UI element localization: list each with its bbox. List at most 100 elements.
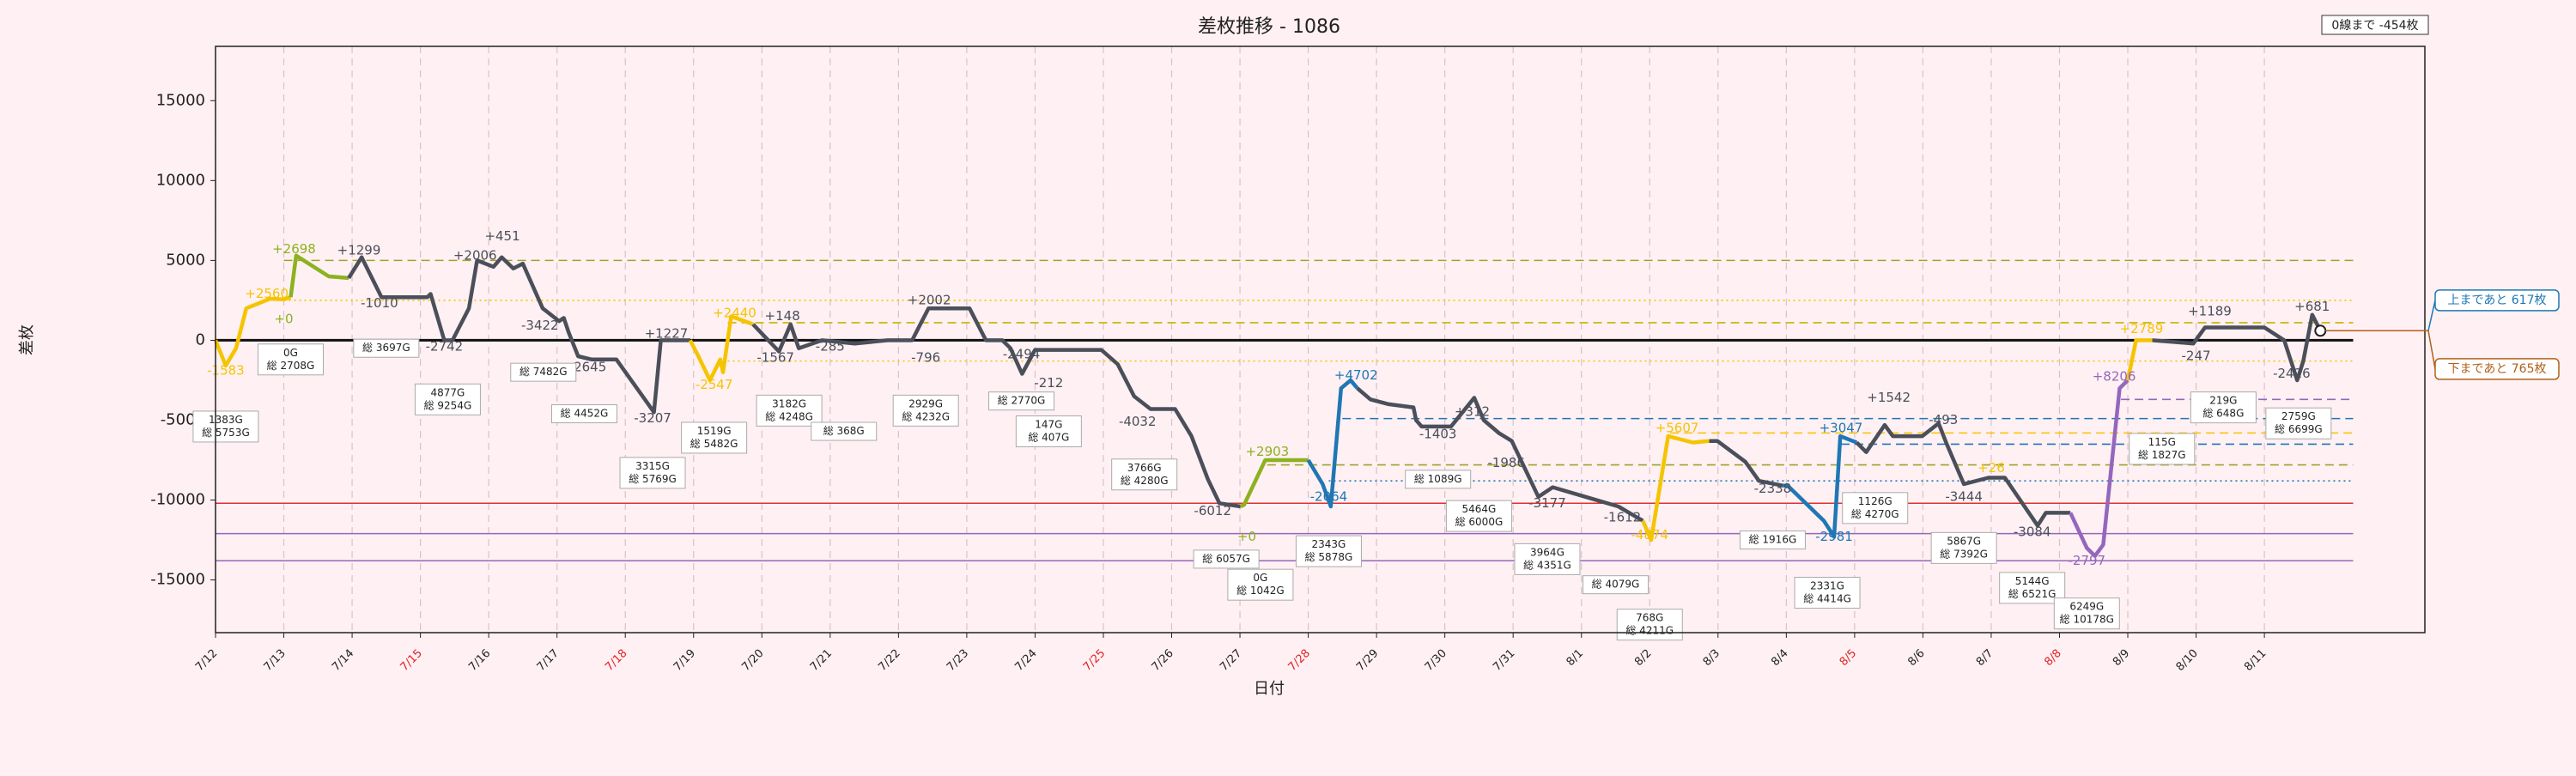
- delta-label: -1010: [361, 295, 398, 311]
- delta-label: +2440: [713, 305, 756, 320]
- note-box: [2321, 15, 2429, 35]
- game-box-text: 総 2770G: [998, 395, 1046, 407]
- game-box: [2265, 407, 2332, 440]
- game-box-text: 総 4270G: [1851, 508, 1899, 520]
- y-tick-label: 0: [196, 330, 205, 349]
- game-box-text: 総 4248G: [765, 410, 813, 422]
- chart-title: 差枚推移 - 1086: [1198, 16, 1340, 38]
- game-box-text: 総 1042G: [1236, 585, 1285, 597]
- game-box-text: 総 5878G: [1305, 551, 1353, 563]
- callout-box: [2434, 358, 2560, 380]
- delta-label: -1583: [207, 362, 245, 378]
- game-box-text: 総 7392G: [1940, 548, 1988, 560]
- plot-frame: [215, 45, 2426, 634]
- game-box: [1111, 458, 1178, 491]
- delta-label: +4702: [1334, 367, 1378, 383]
- game-box-text: 総 6699G: [2275, 423, 2323, 435]
- game-box: [1445, 500, 1512, 532]
- line-segment: [2069, 379, 2129, 558]
- line-segment: [1783, 433, 1858, 539]
- delta-label: +1299: [337, 243, 381, 258]
- game-box: [1193, 549, 1260, 569]
- line-segment: [1855, 421, 2071, 528]
- line-segment: [2152, 312, 2323, 383]
- game-box-text: 総 368G: [823, 425, 865, 437]
- game-box-text: 5867G: [1947, 535, 1981, 547]
- game-box: [510, 362, 577, 382]
- delta-label: -247: [2182, 349, 2211, 364]
- game-box-text: 総 5769G: [629, 473, 677, 485]
- game-box-text: 総 4414G: [1803, 592, 1851, 604]
- game-box-text: 総 4211G: [1625, 625, 1674, 637]
- delta-label: +451: [484, 228, 519, 244]
- callout-box: [2434, 289, 2560, 312]
- delta-label: +2698: [272, 241, 316, 257]
- delta-label: -3084: [2014, 524, 2051, 539]
- line-segment: [688, 314, 754, 383]
- game-box-text: 総 1827G: [2138, 449, 2186, 461]
- delta-label: -3207: [634, 410, 671, 426]
- delta-label: +312: [1455, 404, 1490, 420]
- game-box-text: 総 3697G: [362, 342, 410, 354]
- delta-label: -3422: [521, 318, 559, 333]
- delta-label: +2006: [453, 247, 497, 263]
- delta-label: -1986: [1487, 455, 1525, 470]
- delta-label: -3444: [1945, 488, 1983, 504]
- game-box-text: 4877G: [431, 386, 465, 398]
- game-box-text: 2331G: [1810, 579, 1844, 591]
- delta-label: +148: [765, 308, 800, 324]
- game-box-text: 3182G: [772, 397, 806, 409]
- game-box: [1930, 531, 1997, 564]
- delta-label: +5607: [1656, 420, 1699, 435]
- line-segment: [1641, 433, 1710, 543]
- game-box: [1739, 530, 1806, 550]
- game-box: [192, 410, 259, 443]
- delta-label: +2789: [2120, 321, 2164, 336]
- game-box-text: 総 6057G: [1202, 553, 1250, 565]
- game-box-text: 3766G: [1127, 462, 1162, 474]
- line-segment: [1356, 386, 1644, 523]
- game-box: [550, 404, 617, 424]
- delta-label: -2645: [569, 360, 607, 375]
- delta-label: -2742: [426, 338, 464, 354]
- delta-label: +3047: [1820, 420, 1863, 435]
- game-box-text: 総 4280G: [1121, 475, 1169, 487]
- line-segment: [213, 295, 292, 368]
- top-note: 0線まで -454枚: [2331, 19, 2418, 33]
- delta-label: +0: [1237, 529, 1256, 544]
- delta-label: -1612: [1604, 510, 1642, 525]
- delta-label: -796: [911, 349, 940, 365]
- delta-label: -3177: [1528, 495, 1566, 511]
- delta-label: +1189: [2188, 303, 2232, 318]
- game-box-text: 総 9254G: [424, 399, 472, 411]
- y-tick-label: 15000: [156, 91, 205, 109]
- game-box: [1015, 415, 1082, 448]
- delta-label: +1542: [1867, 390, 1911, 405]
- game-box-text: 5464G: [1462, 503, 1497, 515]
- game-box: [2190, 391, 2257, 424]
- y-tick-label: -15000: [150, 571, 205, 589]
- game-box: [1582, 575, 1649, 595]
- game-box-text: 1383G: [209, 414, 243, 426]
- game-box-text: 6249G: [2069, 601, 2104, 613]
- delta-label: +2903: [1245, 444, 1289, 459]
- delta-label: -2797: [2068, 553, 2105, 568]
- game-box: [2053, 597, 2120, 630]
- game-box: [1405, 470, 1472, 489]
- game-box-text: 総 7482G: [519, 366, 568, 378]
- delta-label: -1567: [756, 349, 794, 365]
- delta-label: -2981: [1815, 529, 1853, 544]
- line-segment: [347, 255, 690, 415]
- game-box-text: 総 5753G: [202, 427, 250, 439]
- game-box: [1514, 543, 1581, 575]
- game-box-text: 0G: [1253, 572, 1267, 584]
- game-box-text: 0G: [283, 347, 298, 359]
- delta-label: +8206: [2093, 369, 2136, 385]
- line-segment: [289, 253, 349, 298]
- callout-text: 下まであと 765枚: [2447, 362, 2546, 376]
- game-box-text: 総 4452G: [561, 408, 609, 420]
- game-box-text: 768G: [1636, 612, 1663, 624]
- game-box: [1227, 568, 1294, 601]
- game-box: [892, 394, 959, 427]
- game-box-text: 総 407G: [1028, 432, 1069, 444]
